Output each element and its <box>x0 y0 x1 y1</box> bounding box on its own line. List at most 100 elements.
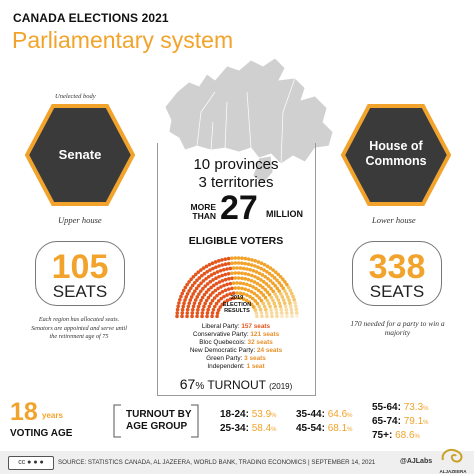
seat-dot <box>279 311 284 315</box>
results-year: 2019 <box>230 295 244 301</box>
age-group-pct: 68.6 <box>395 430 415 441</box>
seat-dot <box>175 314 179 319</box>
seat-dot <box>204 264 209 269</box>
seat-dot <box>178 297 182 302</box>
seat-dot <box>255 301 260 306</box>
more-than-text: MORE THAN <box>190 202 217 221</box>
seat-dot <box>223 257 228 261</box>
seat-dot <box>207 304 212 309</box>
seat-dot <box>273 292 277 296</box>
seat-dot <box>254 286 258 291</box>
seat-dot <box>267 292 272 297</box>
seat-dot <box>185 314 189 319</box>
seat-dot <box>278 274 283 279</box>
seat-dot <box>289 311 294 315</box>
seat-dot <box>201 307 205 312</box>
seat-dot <box>200 311 205 315</box>
seat-dot <box>216 299 221 303</box>
seat-dot <box>261 279 266 284</box>
provinces-text: 10 provinces 3 territories <box>160 156 312 192</box>
seat-dot <box>283 289 287 293</box>
seat-dot <box>223 272 228 277</box>
seat-dot <box>221 267 226 272</box>
seat-dot <box>261 301 266 306</box>
seat-dot <box>181 288 186 293</box>
seat-dot <box>286 295 290 299</box>
seat-dot <box>235 281 239 285</box>
commons-seats-label: SEATS <box>369 282 425 301</box>
seat-dot <box>284 311 289 315</box>
seat-dot <box>271 298 275 303</box>
senate-seats-box: 105 SEATS <box>35 241 125 306</box>
provinces-line: 10 provinces <box>193 156 279 173</box>
voting-age-block: 18 years VOTING AGE <box>10 400 102 442</box>
seat-dot <box>283 280 287 284</box>
seat-dot <box>215 270 220 274</box>
seat-dot <box>218 268 223 273</box>
seat-dot <box>249 278 254 283</box>
seat-dot <box>257 271 262 276</box>
seat-dot <box>267 301 271 306</box>
seat-dot <box>251 285 255 289</box>
seat-dot <box>256 260 261 264</box>
seat-dot <box>225 293 229 297</box>
seat-dot <box>214 281 219 286</box>
seat-dot <box>203 284 207 288</box>
seat-dot <box>240 276 244 281</box>
seat-dot <box>246 288 251 293</box>
seat-dot <box>265 298 270 303</box>
seat-dot <box>265 270 269 274</box>
seat-dot <box>199 298 203 303</box>
turnout-line: 67% TURNOUT (2019) <box>160 376 312 392</box>
seat-dot <box>222 300 227 305</box>
seat-dot <box>215 311 220 315</box>
seat-dot <box>205 314 209 319</box>
seat-dot <box>233 271 238 275</box>
seat-dot <box>269 311 274 315</box>
seat-dot <box>190 283 195 288</box>
seat-dot <box>248 267 253 272</box>
seat-dot <box>208 279 213 284</box>
seat-dot <box>261 285 265 290</box>
age-group-pct-symbol: % <box>423 420 429 426</box>
seat-dot <box>193 289 197 293</box>
seat-dot <box>217 264 221 268</box>
seat-dot <box>235 266 239 270</box>
seat-dot <box>225 282 229 287</box>
seat-dot <box>252 291 257 296</box>
seat-dot <box>281 286 285 290</box>
seat-dot <box>220 263 225 267</box>
age-group-pct-symbol: % <box>423 406 429 412</box>
seat-dot <box>230 286 234 291</box>
seat-dot <box>265 314 269 319</box>
seat-dot <box>286 285 291 290</box>
seat-dot <box>255 293 259 298</box>
age-group-row: 45-54: 68.1% <box>296 423 353 434</box>
seat-dot <box>223 262 228 267</box>
seat-dot <box>206 307 210 312</box>
seat-dot <box>236 276 241 280</box>
seat-dot <box>279 307 284 312</box>
seat-dot <box>290 314 294 319</box>
senate-label: Senate <box>58 147 102 162</box>
seat-dot <box>211 307 216 312</box>
seat-dot <box>177 301 181 305</box>
seat-dot <box>222 283 226 288</box>
seat-dot <box>197 276 202 280</box>
seat-dot <box>277 280 282 285</box>
seat-dot <box>210 314 214 319</box>
seat-dot <box>215 293 219 298</box>
seat-dot <box>199 281 203 286</box>
aljazeera-logo-icon: ALJAZEERA <box>437 446 469 474</box>
seat-dot <box>233 256 238 260</box>
seat-dot <box>255 314 259 319</box>
seat-dot <box>243 271 248 276</box>
seat-dot <box>192 301 197 305</box>
seat-dot <box>270 314 274 319</box>
seat-dot <box>208 268 212 272</box>
seat-dot <box>253 259 258 263</box>
seat-dot <box>245 293 249 297</box>
seat-dot <box>279 283 284 288</box>
seat-dot <box>233 276 238 280</box>
seat-dot <box>220 278 225 283</box>
